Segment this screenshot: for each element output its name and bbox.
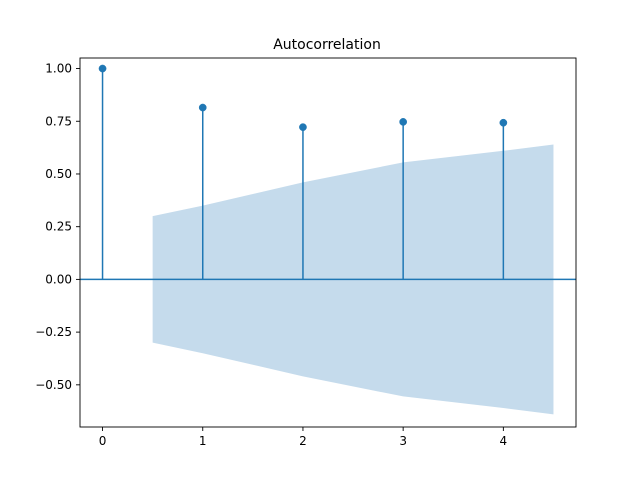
marker-lag-3 (399, 118, 408, 126)
chart-title: Autocorrelation (273, 37, 381, 53)
x-tick-label: 2 (299, 434, 307, 448)
marker-lag-0 (98, 64, 107, 73)
stem-layer (101, 68, 505, 280)
y-tick-label: 0.00 (45, 272, 72, 286)
x-tick-label: 1 (199, 434, 207, 448)
marker-lag-4 (499, 118, 508, 127)
x-tick-label: 0 (99, 434, 107, 448)
marker-lag-2 (299, 123, 307, 132)
x-tick-label: 4 (500, 434, 508, 448)
axes-frame (79, 57, 577, 428)
y-tick-label: −0.50 (35, 378, 72, 392)
y-tick-label: 0.25 (45, 220, 72, 234)
y-tick-label: 0.50 (45, 167, 72, 181)
x-tick-label: 3 (399, 434, 407, 448)
y-tick-label: 1.00 (45, 62, 72, 76)
y-tick-label: 0.75 (45, 114, 72, 128)
axis-layer: 0 1 2 3 4 1.00 0.75 0.50 0.25 0.00 −0.25 −0.50 (35, 57, 577, 448)
marker-lag-1 (198, 103, 207, 112)
marker-layer (98, 64, 508, 132)
y-tick-label: −0.25 (35, 325, 72, 339)
